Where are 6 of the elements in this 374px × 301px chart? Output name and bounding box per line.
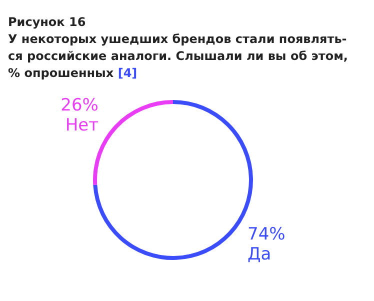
chart-title: Рисунок 16 [8, 14, 87, 31]
text: [4] [118, 66, 138, 80]
data-label: 74% [248, 224, 286, 244]
slice-label: Нет [65, 116, 99, 136]
data-label: 26% [60, 96, 98, 116]
slice-label: Да [248, 244, 272, 264]
